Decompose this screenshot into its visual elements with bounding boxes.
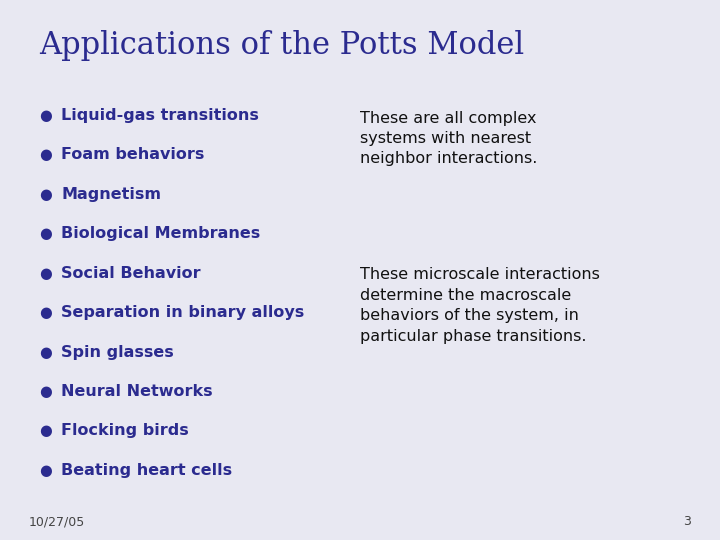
Text: ●: ● [40,187,53,202]
Text: Magnetism: Magnetism [61,187,161,202]
Text: Beating heart cells: Beating heart cells [61,463,233,478]
Text: ●: ● [40,345,53,360]
Text: Flocking birds: Flocking birds [61,423,189,438]
Text: These microscale interactions
determine the macroscale
behaviors of the system, : These microscale interactions determine … [360,267,600,343]
Text: ●: ● [40,226,53,241]
Text: ●: ● [40,463,53,478]
Text: ●: ● [40,305,53,320]
Text: 3: 3 [683,515,691,528]
Text: Separation in binary alloys: Separation in binary alloys [61,305,305,320]
Text: 10/27/05: 10/27/05 [29,515,85,528]
Text: Neural Networks: Neural Networks [61,384,213,399]
Text: Applications of the Potts Model: Applications of the Potts Model [40,30,525,60]
Text: Foam behaviors: Foam behaviors [61,147,204,163]
Text: These are all complex
systems with nearest
neighbor interactions.: These are all complex systems with neare… [360,111,537,166]
Text: ●: ● [40,384,53,399]
Text: ●: ● [40,147,53,163]
Text: Biological Membranes: Biological Membranes [61,226,261,241]
Text: Social Behavior: Social Behavior [61,266,201,281]
Text: Liquid-gas transitions: Liquid-gas transitions [61,108,259,123]
Text: Spin glasses: Spin glasses [61,345,174,360]
Text: ●: ● [40,108,53,123]
Text: ●: ● [40,266,53,281]
Text: ●: ● [40,423,53,438]
